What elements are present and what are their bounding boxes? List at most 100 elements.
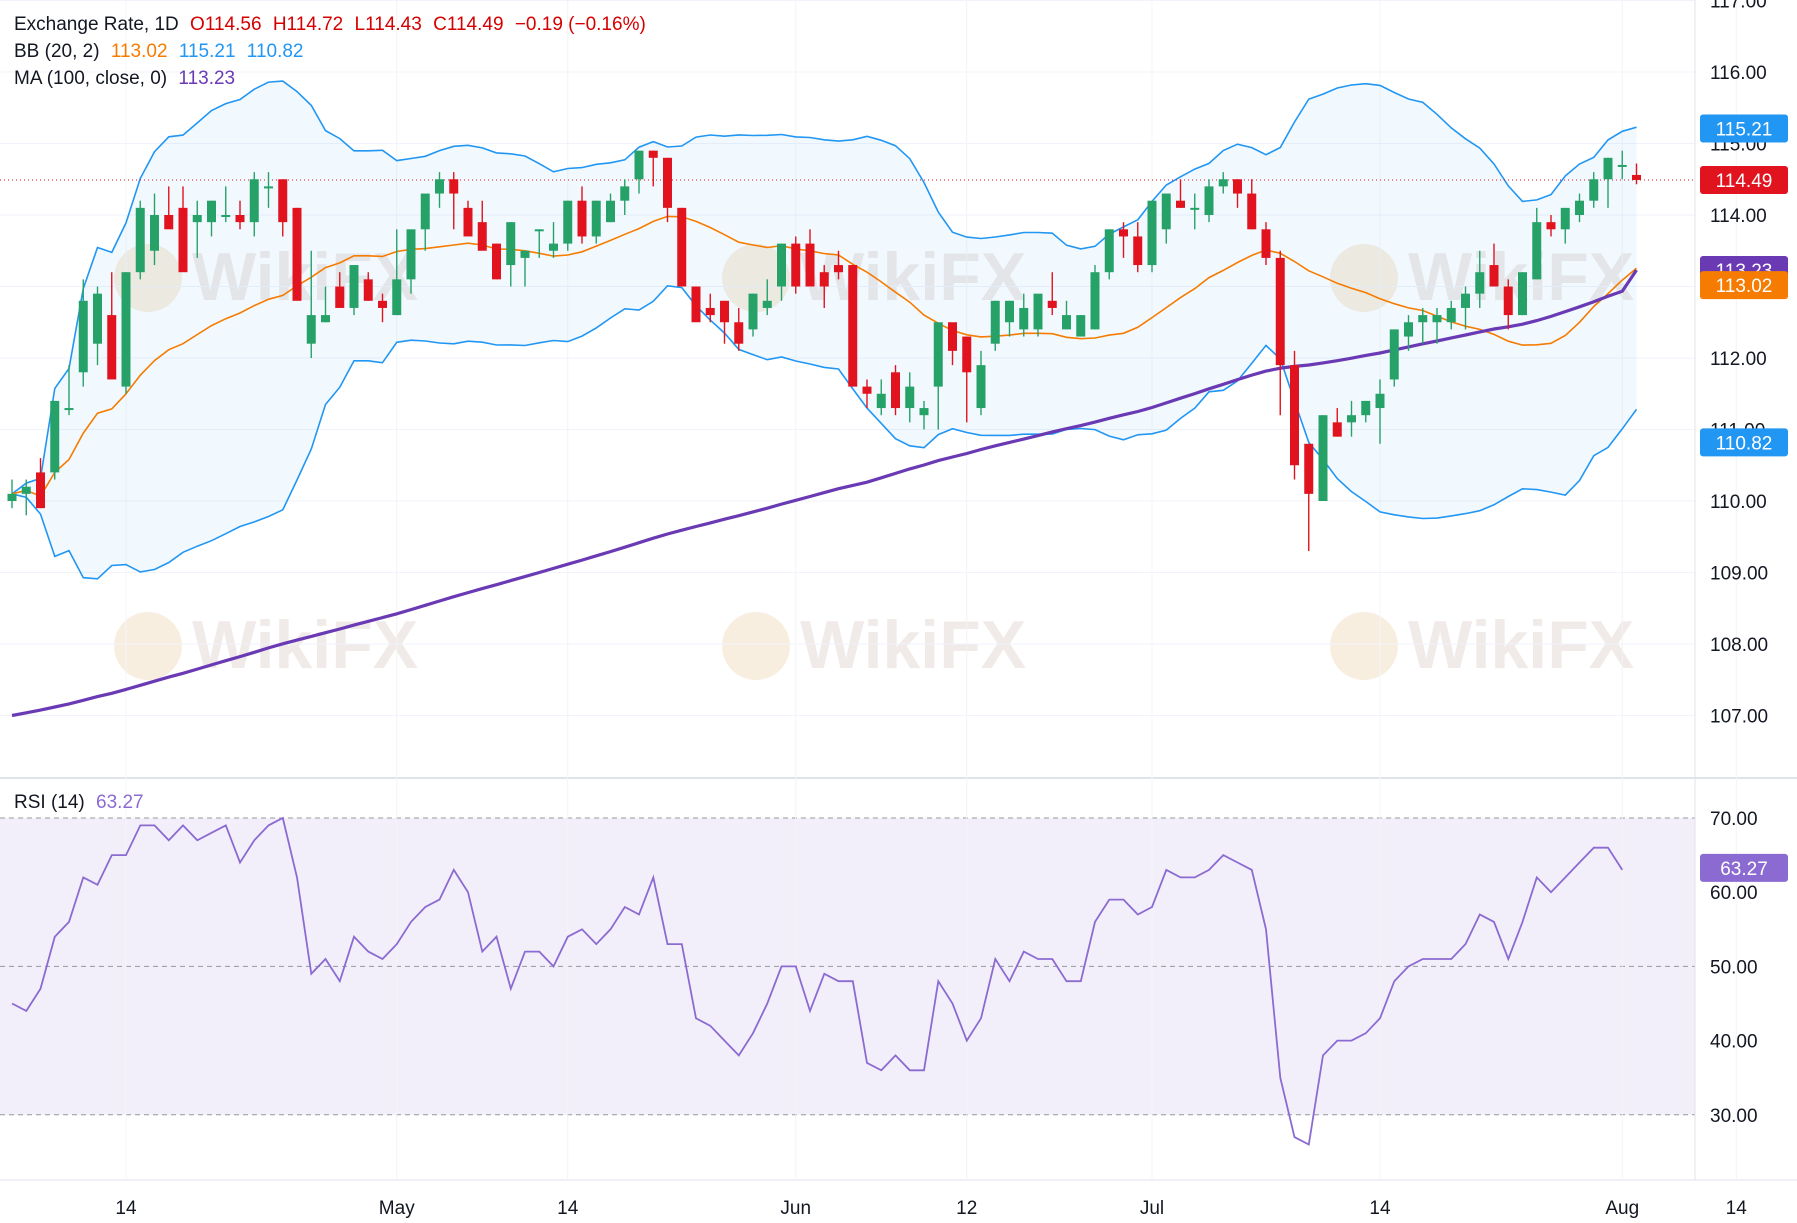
candle-body xyxy=(1546,222,1556,230)
rsi-axis-tick-label: 60.00 xyxy=(1710,883,1758,904)
axes[interactable]: 107.00108.00109.00110.00111.00112.00113.… xyxy=(115,0,1797,1219)
indicator-lines xyxy=(0,80,1695,718)
candle-body xyxy=(1247,193,1257,230)
time-axis-tick-label: Jul xyxy=(1140,1198,1164,1219)
legend-bb-label: BB (20, 2) xyxy=(14,41,100,62)
candle-body xyxy=(192,215,202,223)
candle-body xyxy=(1575,200,1584,215)
candle-body xyxy=(1347,415,1356,423)
price-axis-tick-label: 116.00 xyxy=(1710,63,1767,84)
price-tag xyxy=(1700,114,1788,143)
candle-body xyxy=(278,179,288,223)
candlestick-series xyxy=(7,150,1641,552)
price-axis-tick-label: 114.00 xyxy=(1710,206,1767,227)
legend-ma-label: MA (100, close, 0) xyxy=(14,68,168,89)
candle-body xyxy=(1560,207,1570,230)
candle-body xyxy=(1518,272,1527,316)
grid-lines xyxy=(0,0,1797,1181)
time-axis-tick-label: 14 xyxy=(1726,1198,1748,1219)
price-axis-tick-label: 108.00 xyxy=(1710,635,1768,656)
candle-body xyxy=(1503,286,1513,316)
candle-body xyxy=(777,243,786,287)
candle-body xyxy=(1076,315,1086,337)
candle-body xyxy=(249,179,259,223)
price-axis-tick-label: 110.00 xyxy=(1710,492,1767,513)
moving-average-line xyxy=(11,269,1638,718)
candle-body xyxy=(1532,222,1542,280)
candle-body xyxy=(990,300,1000,344)
candle-body xyxy=(1632,174,1641,180)
candle-body xyxy=(663,157,672,208)
candle-body xyxy=(107,315,117,380)
candle-body xyxy=(919,408,929,416)
price-tag-label: 113.02 xyxy=(1716,276,1773,297)
legend-high: H114.72 xyxy=(272,14,344,35)
candle-body xyxy=(50,400,60,473)
price-axis-tick-label: 112.00 xyxy=(1710,349,1767,370)
price-tag-label: 114.49 xyxy=(1716,171,1773,192)
rsi-axis-tick-label: 70.00 xyxy=(1710,809,1758,830)
candle-body xyxy=(477,222,487,251)
rsi-axis-tick-label: 30.00 xyxy=(1710,1106,1758,1127)
candle-body xyxy=(1090,272,1100,330)
candle-body xyxy=(1418,315,1428,323)
candle-body xyxy=(1375,393,1385,409)
time-axis-tick-label: 14 xyxy=(557,1198,579,1219)
watermark-logo-icon xyxy=(114,612,182,680)
candle-body xyxy=(534,229,544,232)
candle-body xyxy=(762,300,772,308)
candle-body xyxy=(1361,400,1371,416)
candle-body xyxy=(36,472,45,509)
candle-body xyxy=(463,207,473,237)
candle-body xyxy=(435,179,444,194)
price-tag-label: 115.21 xyxy=(1716,119,1773,140)
bollinger-lower-line xyxy=(11,284,1638,580)
candle-body xyxy=(962,336,972,373)
candle-body xyxy=(235,215,245,223)
candle-body xyxy=(1176,200,1185,208)
candle-body xyxy=(1617,164,1627,167)
legend-rsi[interactable]: RSI (14) 63.27 xyxy=(14,792,150,814)
candle-body xyxy=(691,286,701,323)
candle-body xyxy=(734,322,744,344)
candle-body xyxy=(748,293,758,330)
price-tag xyxy=(1700,165,1788,194)
legend-title: Exchange Rate, 1D xyxy=(14,14,179,35)
price-axis-tick-label: 109.00 xyxy=(1710,564,1768,585)
candle-body xyxy=(1218,179,1228,187)
candle-body xyxy=(321,315,330,323)
bollinger-fill-area xyxy=(12,81,1637,579)
candle-body xyxy=(905,386,915,409)
candle-body xyxy=(21,486,31,494)
candle-body xyxy=(1033,293,1043,330)
candle-body xyxy=(7,493,17,501)
legend-change: −0.19 (−0.16%) xyxy=(514,14,646,35)
candle-body xyxy=(549,243,558,251)
candle-body xyxy=(363,279,373,301)
candle-body xyxy=(805,243,815,287)
rsi-axis-tick-label: 40.00 xyxy=(1710,1032,1758,1053)
candle-body xyxy=(862,386,872,394)
price-axis-tick-label: 107.00 xyxy=(1710,707,1768,728)
bollinger-basis-line xyxy=(11,215,1638,498)
watermark-text: WikiFX xyxy=(1408,607,1634,683)
candle-body xyxy=(1147,200,1157,266)
time-axis-tick-label: 14 xyxy=(1369,1198,1391,1219)
candle-body xyxy=(520,250,530,258)
watermark-logo-icon xyxy=(722,244,790,312)
candle-body xyxy=(1062,315,1071,330)
candle-body xyxy=(591,200,601,237)
bollinger-upper-line xyxy=(11,80,1637,495)
candle-body xyxy=(1019,307,1029,330)
watermark-logo-icon xyxy=(1330,612,1398,680)
legend-ma-value: 113.23 xyxy=(178,68,236,89)
legend-bb[interactable]: BB (20, 2) 113.02 115.21 110.82 xyxy=(14,41,310,63)
candle-body xyxy=(135,207,145,273)
candle-body xyxy=(1603,157,1613,180)
legend-ma[interactable]: MA (100, close, 0) 113.23 xyxy=(14,68,241,90)
candle-body xyxy=(720,300,729,323)
rsi-line xyxy=(11,816,1624,1146)
legend-rsi-value: 63.27 xyxy=(96,792,144,813)
